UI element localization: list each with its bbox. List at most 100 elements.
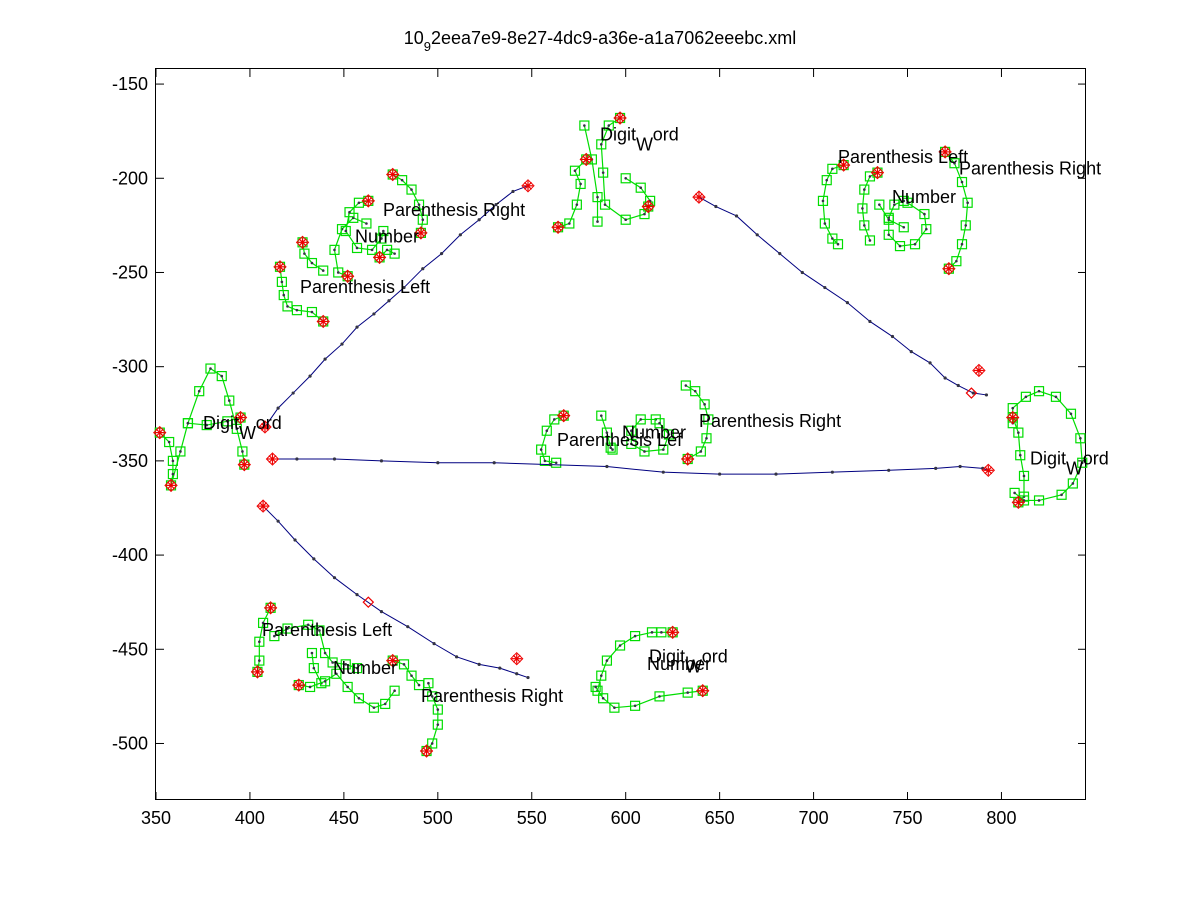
trajectory-point (379, 459, 384, 463)
stroke-point-box (635, 182, 646, 193)
stroke-point-dot (393, 252, 396, 255)
stroke-point-box (319, 676, 331, 687)
stroke-point-box (646, 627, 658, 638)
stroke-point-dot (310, 310, 314, 314)
stroke-point-box (960, 220, 971, 231)
endpoint-marker (419, 744, 434, 758)
endpoint-marker (233, 410, 248, 425)
marker-diamond (164, 478, 178, 493)
trajectory-line (262, 505, 529, 679)
trajectory-point (548, 463, 553, 467)
stroke-point-box (306, 647, 318, 659)
x-tick-label: 350 (141, 808, 171, 828)
stroke-point-box (398, 659, 410, 670)
annotation-sub: W (636, 135, 653, 155)
marker-stroke-d2 (616, 114, 624, 122)
stroke-point-dot (241, 450, 244, 453)
stroke-point-box (962, 197, 973, 208)
stroke-point-box (376, 233, 387, 244)
annotation-main: Parenthesis Left (262, 620, 392, 640)
stroke-point-box (254, 655, 265, 666)
marker-stroke-d2 (683, 455, 692, 463)
stroke-point-dot (357, 201, 361, 205)
trajectory-layer (261, 184, 990, 680)
stroke-point-dot (1080, 461, 1084, 465)
stroke-point-box (601, 427, 613, 438)
annotation-label: Number (355, 226, 419, 246)
stroke-point-box (164, 436, 175, 448)
stroke-point-box (278, 289, 289, 301)
stroke-point-dot (960, 242, 964, 246)
stroke-point-box (366, 244, 378, 255)
marker-stroke-d2 (266, 603, 275, 612)
stroke-point-box (609, 702, 620, 713)
stroke-series-layer (154, 112, 1088, 757)
stroke-point-box (605, 442, 616, 453)
annotation-main: Parenthesis Right (959, 159, 1101, 179)
marker-diamond (263, 601, 278, 615)
trajectory-point (455, 655, 459, 659)
stroke-point-box (378, 225, 389, 237)
marker-stroke-d2 (974, 366, 983, 375)
marker-diamond (273, 260, 287, 274)
marker-diamond (665, 625, 680, 640)
stroke-point-box (919, 208, 930, 220)
annotation-label: DigitWord (203, 413, 282, 443)
stroke-point-box (331, 668, 342, 679)
stroke-point-box (898, 222, 909, 233)
stroke-point-box (921, 224, 932, 235)
stroke-point-box (389, 685, 400, 696)
annotation-sub: W (239, 423, 256, 443)
trajectory-point (774, 472, 778, 476)
endpoint-marker (386, 167, 400, 182)
stroke-point-dot (599, 674, 603, 677)
marker-diamond (386, 653, 400, 668)
stroke-point-dot (630, 442, 633, 446)
stroke-point-dot (906, 201, 909, 205)
stroke-point-box (413, 199, 425, 210)
stroke-point-dot (410, 674, 413, 677)
marker-diamond (641, 199, 655, 214)
stroke-point-dot (410, 188, 413, 191)
marker-stroke-d2 (240, 460, 249, 469)
stroke-point-dot (887, 218, 891, 222)
trajectory-point (295, 457, 299, 461)
stroke-point-box (306, 306, 318, 318)
stroke-point-box (620, 214, 631, 225)
stroke-point-box (956, 239, 968, 250)
stroke-point-box (254, 636, 265, 647)
stroke-point-dot (601, 696, 605, 700)
stroke-point-dot (633, 704, 637, 708)
stroke-point-box (432, 719, 443, 730)
endpoint-marker (1006, 410, 1020, 425)
stroke-point-box (590, 681, 601, 693)
stroke-line (596, 631, 673, 691)
stroke-point-box (596, 670, 607, 681)
annotation-main: Parenthesis Right (383, 200, 525, 220)
trajectory-point (661, 470, 665, 474)
stroke-point-box (626, 438, 637, 450)
marker-stroke-d2 (375, 253, 384, 262)
trajectory-point (492, 461, 496, 465)
stroke-point-dot (344, 663, 348, 666)
stroke-point-box (432, 704, 443, 715)
stroke-point-dot (658, 695, 661, 698)
stroke-point-dot (618, 644, 622, 647)
annotation-main: Parenthesis Right (421, 686, 563, 706)
marker-diamond (340, 269, 355, 283)
endpoint-marker (164, 478, 178, 493)
stroke-point-dot (1079, 436, 1082, 440)
stroke-point-box (629, 700, 641, 711)
stroke-line (630, 418, 670, 453)
stroke-point-dot (605, 431, 609, 434)
stroke-point-box (864, 235, 876, 246)
endpoint-marker (510, 651, 524, 666)
stroke-point-dot (209, 367, 212, 370)
trajectory-point (800, 270, 804, 275)
stroke-point-box (353, 693, 365, 704)
stroke-point-box (237, 446, 248, 457)
x-tick-label: 650 (705, 808, 735, 828)
trajectory-point (387, 299, 391, 303)
stroke-point-dot (171, 472, 175, 476)
y-tick-label: -500 (112, 733, 148, 753)
